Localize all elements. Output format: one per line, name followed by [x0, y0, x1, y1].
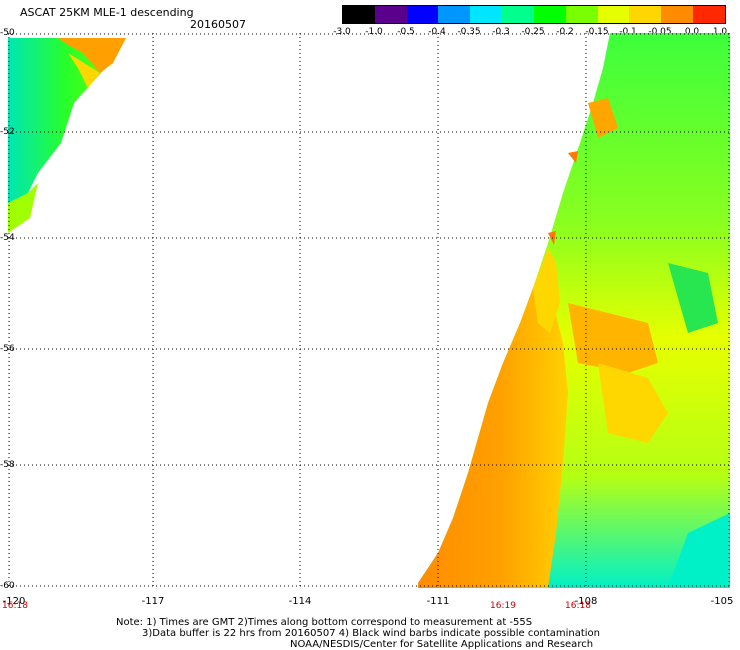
colorbar-label: -0.15 — [585, 27, 609, 37]
colorbar-label: 1.0 — [712, 27, 728, 37]
lon-label: -111 — [426, 596, 450, 607]
note-line-2: 3)Data buffer is 22 hrs from 20160507 4)… — [142, 628, 600, 639]
swath-time: 16:19 — [490, 601, 516, 611]
colorbar-label: -0.25 — [521, 27, 545, 37]
lat-label: -56 — [0, 344, 15, 354]
lon-label: -117 — [141, 596, 165, 607]
colorbar-swatch — [502, 6, 534, 23]
colorbar-swatch — [343, 6, 375, 23]
lon-label: -108 — [574, 596, 598, 607]
lat-label: -60 — [0, 581, 15, 591]
colorbar-swatch — [629, 6, 662, 23]
colorbar-label: 0.0 — [684, 27, 700, 37]
product-title: ASCAT 25KM MLE-1 descending — [20, 6, 194, 19]
product-date: 20160507 — [190, 18, 246, 31]
colorbar-swatch — [374, 6, 407, 23]
colorbar-label: -0.05 — [648, 27, 672, 37]
colorbar-swatch — [406, 6, 439, 23]
swath-northwest — [8, 38, 126, 233]
colorbar-swatch — [533, 6, 566, 23]
lon-label: -114 — [288, 596, 312, 607]
graticule — [8, 33, 730, 588]
colorbar-swatch — [470, 6, 503, 23]
colorbar-label: -0.35 — [457, 27, 481, 37]
colorbar-label: -3.0 — [333, 27, 351, 37]
lat-label: -52 — [0, 127, 15, 137]
colorbar-label: -1.0 — [365, 27, 383, 37]
lon-label: -120 — [2, 596, 26, 607]
lat-label: -58 — [0, 460, 15, 470]
colorbar-label: -0.1 — [619, 27, 637, 37]
colorbar-swatch — [597, 6, 630, 23]
colorbar-swatch — [693, 6, 725, 23]
lat-label: -54 — [0, 233, 15, 243]
swath-time: 16:18 — [2, 601, 28, 611]
note-line-1: Note: 1) Times are GMT 2)Times along bot… — [116, 617, 533, 628]
colorbar-label: -0.4 — [428, 27, 446, 37]
colorbar-swatch — [565, 6, 598, 23]
colorbar — [342, 5, 726, 24]
colorbar-label: -0.5 — [397, 27, 415, 37]
swath-east — [418, 33, 730, 588]
colorbar-label: -0.3 — [492, 27, 510, 37]
note-line-3: NOAA/NESDIS/Center for Satellite Applica… — [290, 639, 594, 650]
wind-map — [8, 33, 730, 588]
colorbar-swatch — [438, 6, 471, 23]
colorbar-label: -0.2 — [556, 27, 574, 37]
swath-time: 16:18 — [565, 601, 591, 611]
lat-label: -50 — [0, 28, 15, 38]
lon-label: -105 — [710, 596, 734, 607]
colorbar-swatch — [661, 6, 694, 23]
